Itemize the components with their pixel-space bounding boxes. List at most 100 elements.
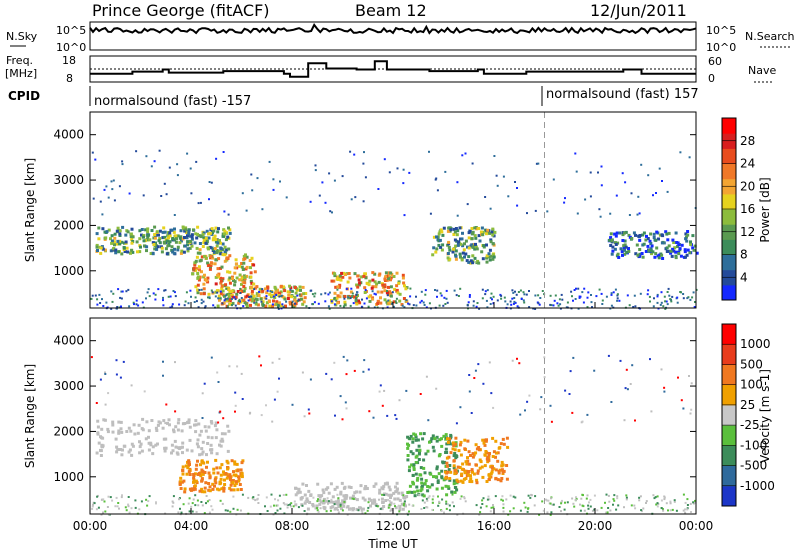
scatter-cell (616, 299, 619, 302)
scatter-cell (485, 457, 489, 461)
scatter-cell (361, 298, 363, 301)
scatter-cell (440, 475, 444, 479)
scatter-cell (509, 300, 512, 303)
scatter-cell (214, 258, 218, 262)
scatter-cell (445, 500, 448, 503)
scatter-cell (291, 403, 294, 406)
scatter-cell (274, 291, 278, 295)
scatter-cell (105, 185, 108, 188)
scatter-cell (127, 505, 130, 508)
scatter-cell (512, 495, 515, 498)
scatter-cell (403, 502, 406, 505)
scatter-cell (302, 300, 306, 304)
scatter-cell (422, 466, 426, 470)
scatter-cell (131, 235, 135, 239)
scatter-cell (383, 289, 387, 293)
scatter-cell (321, 181, 324, 184)
scatter-cell (193, 480, 197, 484)
scatter-cell (680, 399, 683, 402)
scatter-cell (213, 484, 216, 488)
scatter-cell (174, 240, 178, 244)
scatter-cell (336, 508, 339, 511)
scatter-cell (659, 303, 662, 306)
scatter-cell (468, 374, 471, 376)
scatter-cell (299, 288, 302, 292)
scatter-cell (356, 291, 358, 294)
scatter-cell (153, 236, 157, 240)
scatter-cell (444, 470, 447, 474)
scatter-cell (301, 482, 305, 486)
nsky-tick-bottom: 10^0 (56, 41, 86, 54)
scatter-cell (250, 256, 254, 260)
scatter-cell (660, 233, 664, 237)
scatter-cell (663, 390, 666, 393)
scatter-cell (439, 292, 442, 295)
scatter-cell (652, 494, 655, 497)
scatter-cell (326, 497, 329, 500)
scatter-cell (457, 240, 461, 244)
scatter-cell (341, 509, 344, 512)
scatter-cell (665, 232, 669, 236)
scatter-cell (118, 232, 122, 236)
scatter-cell (486, 498, 489, 501)
scatter-cell (237, 479, 241, 483)
scatter-cell (194, 232, 198, 236)
scatter-cell (477, 234, 481, 238)
scatter-cell (620, 250, 624, 254)
scatter-cell (444, 303, 447, 305)
scatter-cell (254, 499, 257, 502)
scatter-cell (612, 503, 614, 506)
scatter-cell (365, 281, 369, 285)
scatter-cell (586, 413, 589, 416)
scatter-cell (209, 254, 213, 258)
scatter-cell (394, 414, 397, 417)
scatter-cell (176, 234, 180, 238)
scatter-cell (254, 302, 258, 306)
scatter-cell (286, 290, 290, 294)
scatter-cell (677, 376, 679, 379)
scatter-cell (115, 242, 119, 246)
scatter-cell (446, 437, 449, 441)
scatter-cell (192, 480, 195, 484)
scatter-cell (473, 377, 476, 379)
scatter-cell (111, 423, 115, 427)
scatter-cell (655, 192, 657, 194)
scatter-cell (339, 505, 342, 508)
scatter-cell (229, 478, 232, 482)
scatter-cell (213, 479, 217, 483)
scatter-cell (272, 299, 275, 303)
scatter-cell (181, 441, 185, 445)
scatter-cell (642, 231, 646, 235)
scatter-cell (402, 504, 405, 507)
scatter-cell (626, 388, 629, 391)
scatter-cell (208, 499, 211, 501)
scatter-cell (241, 268, 245, 271)
scatter-cell (573, 289, 576, 291)
scatter-cell (119, 448, 122, 451)
scatter-cell (125, 290, 128, 293)
scatter-cell (232, 507, 235, 510)
scatter-cell (444, 170, 447, 173)
scatter-cell (303, 415, 306, 418)
freq-units-label: [MHz] (5, 67, 37, 80)
scatter-cell (377, 280, 381, 284)
scatter-cell (137, 304, 140, 307)
scatter-cell (455, 478, 459, 482)
scatter-cell (664, 300, 667, 303)
power-ylabel: Slant Range [km] (23, 158, 37, 262)
scatter-cell (390, 302, 393, 305)
scatter-cell (177, 418, 181, 422)
scatter-cell (115, 373, 118, 376)
scatter-cell (464, 477, 468, 480)
scatter-cell (111, 188, 114, 191)
scatter-cell (638, 499, 641, 502)
scatter-cell (447, 486, 451, 490)
scatter-cell (162, 374, 164, 377)
scatter-cell (116, 306, 119, 308)
scatter-cell (411, 440, 415, 444)
scatter-cell (276, 390, 279, 393)
scatter-cell (185, 291, 188, 294)
scatter-cell (130, 442, 134, 446)
scatter-cell (459, 287, 462, 290)
scatter-cell (232, 473, 236, 477)
